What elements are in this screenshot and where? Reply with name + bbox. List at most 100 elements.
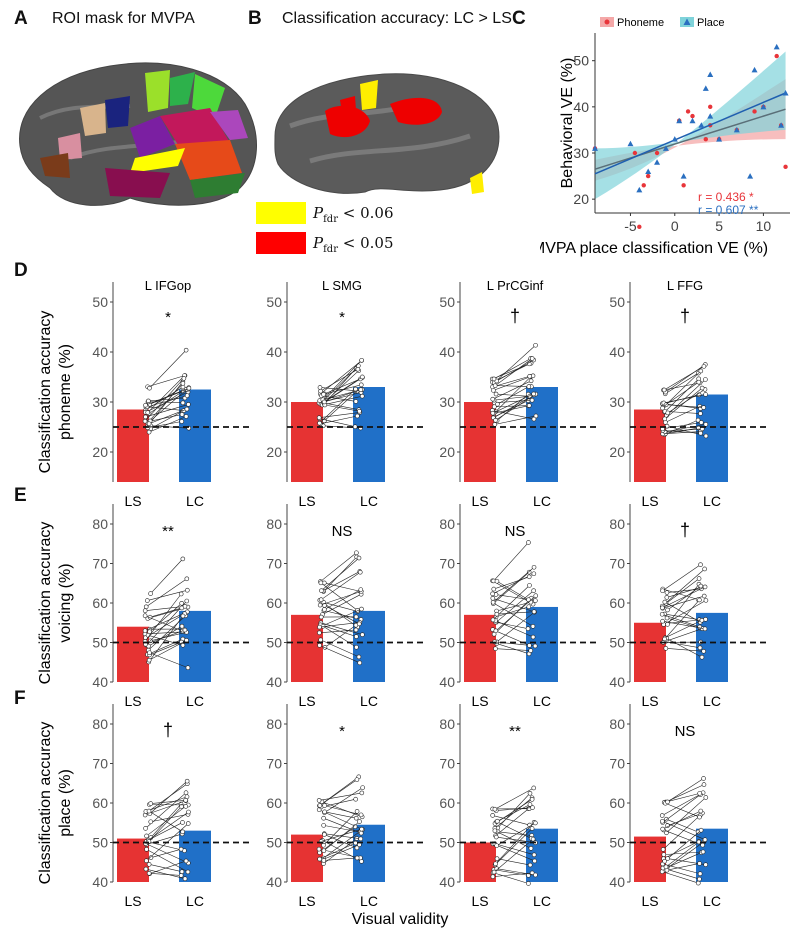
subject-line xyxy=(147,783,188,813)
subject-line xyxy=(146,578,187,608)
subject-line xyxy=(324,378,361,395)
subject-line xyxy=(324,787,363,813)
row-label-line1: Classification accuracy xyxy=(37,522,54,685)
y-tick-label: 50 xyxy=(573,53,589,69)
panel-letter-f: F xyxy=(14,688,26,709)
y-tick-label: 40 xyxy=(609,674,625,690)
subject-point xyxy=(527,862,533,868)
subject-point xyxy=(660,847,666,852)
subject-line xyxy=(664,387,703,420)
subject-line xyxy=(492,815,530,826)
subject-line xyxy=(667,585,701,611)
subject-point xyxy=(697,814,702,820)
subject-point xyxy=(529,797,535,802)
subject-point xyxy=(178,846,184,852)
significance-mark: † xyxy=(680,306,690,326)
subject-point xyxy=(184,393,190,398)
subject-line xyxy=(492,567,535,603)
subject-point xyxy=(318,580,324,586)
subject-point xyxy=(494,578,500,584)
subject-line xyxy=(320,402,359,410)
subject-line xyxy=(149,414,183,422)
subject-point xyxy=(148,819,154,825)
x-tick-label: LC xyxy=(533,693,551,709)
subject-point xyxy=(144,833,149,839)
subject-point xyxy=(661,387,667,393)
bar-ls xyxy=(464,842,496,882)
subject-line xyxy=(324,811,357,819)
data-point-phoneme xyxy=(637,224,642,230)
panel-letter-d: D xyxy=(14,260,28,281)
subject-point xyxy=(359,357,364,363)
subject-point xyxy=(528,846,534,851)
subject-point xyxy=(318,597,324,602)
subject-point xyxy=(698,808,704,814)
subject-point xyxy=(142,608,148,614)
subject-point xyxy=(178,591,184,597)
subject-point xyxy=(184,406,190,412)
significance-mark: * xyxy=(339,309,345,326)
subject-line xyxy=(497,858,531,866)
subject-point xyxy=(531,588,536,593)
x-tick-label: 5 xyxy=(715,218,723,234)
subject-point xyxy=(321,392,326,397)
subject-line xyxy=(664,424,706,433)
subject-point xyxy=(526,574,532,580)
subject-line xyxy=(663,394,706,404)
y-tick-label: 80 xyxy=(609,716,625,732)
y-tick-label: 30 xyxy=(609,394,625,410)
subject-line xyxy=(663,382,701,391)
subject-point xyxy=(660,588,665,594)
y-tick-label: 60 xyxy=(92,595,108,611)
subject-line xyxy=(664,599,700,640)
data-point-phoneme xyxy=(654,150,660,156)
subject-point xyxy=(353,815,359,821)
subject-line xyxy=(662,620,706,630)
subject-line xyxy=(662,871,699,884)
subject-point xyxy=(318,637,323,643)
subject-point xyxy=(659,813,665,818)
subject-line xyxy=(147,375,185,413)
subject-point xyxy=(317,643,322,648)
data-point-phoneme xyxy=(752,109,757,114)
subject-line xyxy=(665,628,703,642)
subject-point xyxy=(490,410,496,416)
subject-line xyxy=(662,431,701,435)
y-tick-label: 20 xyxy=(573,191,589,207)
y-tick-label: 50 xyxy=(439,635,455,651)
subject-line xyxy=(666,797,707,833)
subject-point xyxy=(662,858,667,864)
subject-line xyxy=(144,378,185,422)
significance-mark: † xyxy=(163,720,173,740)
subject-point xyxy=(526,540,531,545)
bar-ls xyxy=(634,836,666,882)
subject-point xyxy=(143,826,148,831)
subject-line xyxy=(150,410,183,429)
subject-line xyxy=(493,576,530,590)
subject-line xyxy=(663,829,703,846)
subject-line xyxy=(495,595,536,632)
y-tick-label: 60 xyxy=(266,595,282,611)
subject-line xyxy=(324,404,360,412)
subject-line xyxy=(496,611,535,615)
subject-point xyxy=(533,820,538,826)
subject-point xyxy=(358,812,364,818)
subject-line xyxy=(494,395,530,401)
subject-point xyxy=(359,790,365,796)
subject-point xyxy=(183,414,189,419)
data-point-place xyxy=(707,113,714,119)
subject-point xyxy=(490,617,496,623)
significance-mark: NS xyxy=(332,523,353,540)
x-tick-label: LC xyxy=(533,893,551,909)
data-point-phoneme xyxy=(774,53,779,59)
subject-point xyxy=(321,848,327,854)
y-tick-label: 20 xyxy=(266,444,282,460)
y-tick-label: 20 xyxy=(609,444,625,460)
subject-point xyxy=(183,804,189,809)
subject-line xyxy=(321,801,363,818)
subject-point xyxy=(146,862,152,867)
subject-line xyxy=(147,383,184,423)
subject-line xyxy=(147,822,183,841)
subject-point xyxy=(663,646,669,651)
subject-point xyxy=(180,400,186,406)
